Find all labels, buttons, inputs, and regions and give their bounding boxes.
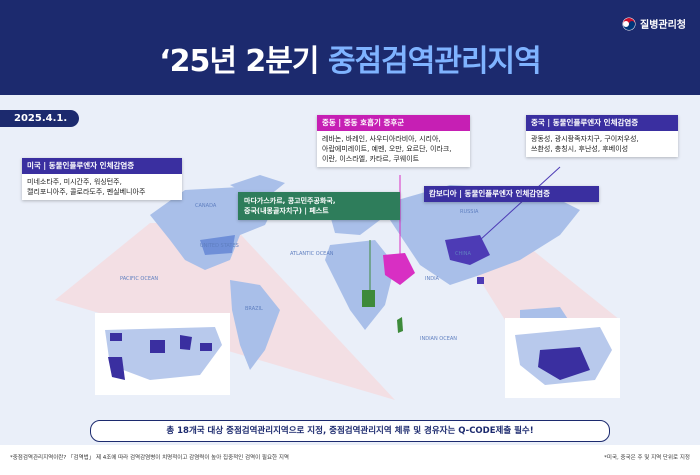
map-label: CANADA — [195, 203, 217, 209]
map-label: ATLANTIC OCEAN — [290, 251, 334, 257]
banner: 총 18개국 대상 중점검역관리지역으로 지정, 중점검역관리지역 체류 및 경… — [90, 420, 610, 442]
map-label: UNITED STATES — [200, 243, 239, 249]
plague-box: 마다가스카르, 콩고민주공화국, 중국(내몽골자치구) | 페스트 — [238, 192, 400, 220]
box-text: 쓰촨성, 충칭시, 후난성, 후베이성 — [531, 145, 629, 153]
map-label: BRAZIL — [245, 306, 263, 312]
date-badge: 2025.4.1. — [0, 110, 80, 127]
logo-mark — [622, 17, 636, 30]
box-text: 마다가스카르, 콩고민주공화국, — [244, 197, 336, 205]
cambodia-box: 캄보디아 | 동물인플루엔자 인체감염증 — [424, 186, 599, 202]
mers-box: 중동 | 중동 호흡기 증후군 레바논, 바레인, 사우디아라비아, 시리아, 아… — [317, 115, 470, 167]
box-heading: 중동 | 중동 호흡기 증후군 — [317, 115, 470, 131]
title: ‘25년 2분기 중점검역관리지역 — [0, 36, 700, 80]
footnote: *미국, 중국은 주 및 지역 단위로 지정 — [604, 455, 690, 461]
box-heading: 중국 | 동물인플루엔자 인체감염증 — [526, 115, 678, 131]
box-text: 이란, 이스라엘, 카타르, 쿠웨이트 — [322, 155, 420, 163]
map-label: CHINA — [455, 251, 471, 257]
box-text: 캘리포니아주, 콜로라도주, 펜실베니아주 — [27, 188, 146, 196]
us-box: 미국 | 동물인플루엔자 인체감염증 미네소타주, 미시간주, 워싱턴주, 캘리포… — [22, 158, 182, 200]
map-label: INDIAN OCEAN — [420, 336, 457, 342]
china-box: 중국 | 동물인플루엔자 인체감염증 광동성, 광시좡족자치구, 구이저우성, 쓰… — [526, 115, 678, 157]
world-map: CANADA UNITED STATES RUSSIA CHINA INDIA … — [0, 95, 700, 445]
box-text: 미네소타주, 미시간주, 워싱턴주, — [27, 178, 122, 186]
title-part: ‘25년 2분기 — [159, 44, 319, 79]
map-label: INDIA — [425, 276, 440, 282]
box-heading: 캄보디아 | 동물인플루엔자 인체감염증 — [424, 186, 599, 202]
header — [0, 0, 700, 95]
map-label: PACIFIC OCEAN — [120, 276, 158, 282]
footnote: *중점검역관리지역이란? 「검역법」 제 4조에 따라 검역감염병이 치명적이고… — [10, 455, 289, 461]
box-text: 아랍에미레이트, 예멘, 오만, 요르단, 이라크, — [322, 145, 452, 153]
map-label: RUSSIA — [460, 209, 479, 215]
box-text: 중국(내몽골자치구) | 페스트 — [244, 207, 329, 215]
box-heading: 미국 | 동물인플루엔자 인체감염증 — [22, 158, 182, 174]
logo-text: 질병관리청 — [640, 20, 686, 31]
box-text: 레바논, 바레인, 사우디아라비아, 시리아, — [322, 135, 441, 143]
logo: 질병관리청 — [622, 16, 686, 31]
box-text: 광동성, 광시좡족자치구, 구이저우성, — [531, 135, 639, 143]
title-part: 중점검역관리지역 — [327, 44, 542, 79]
